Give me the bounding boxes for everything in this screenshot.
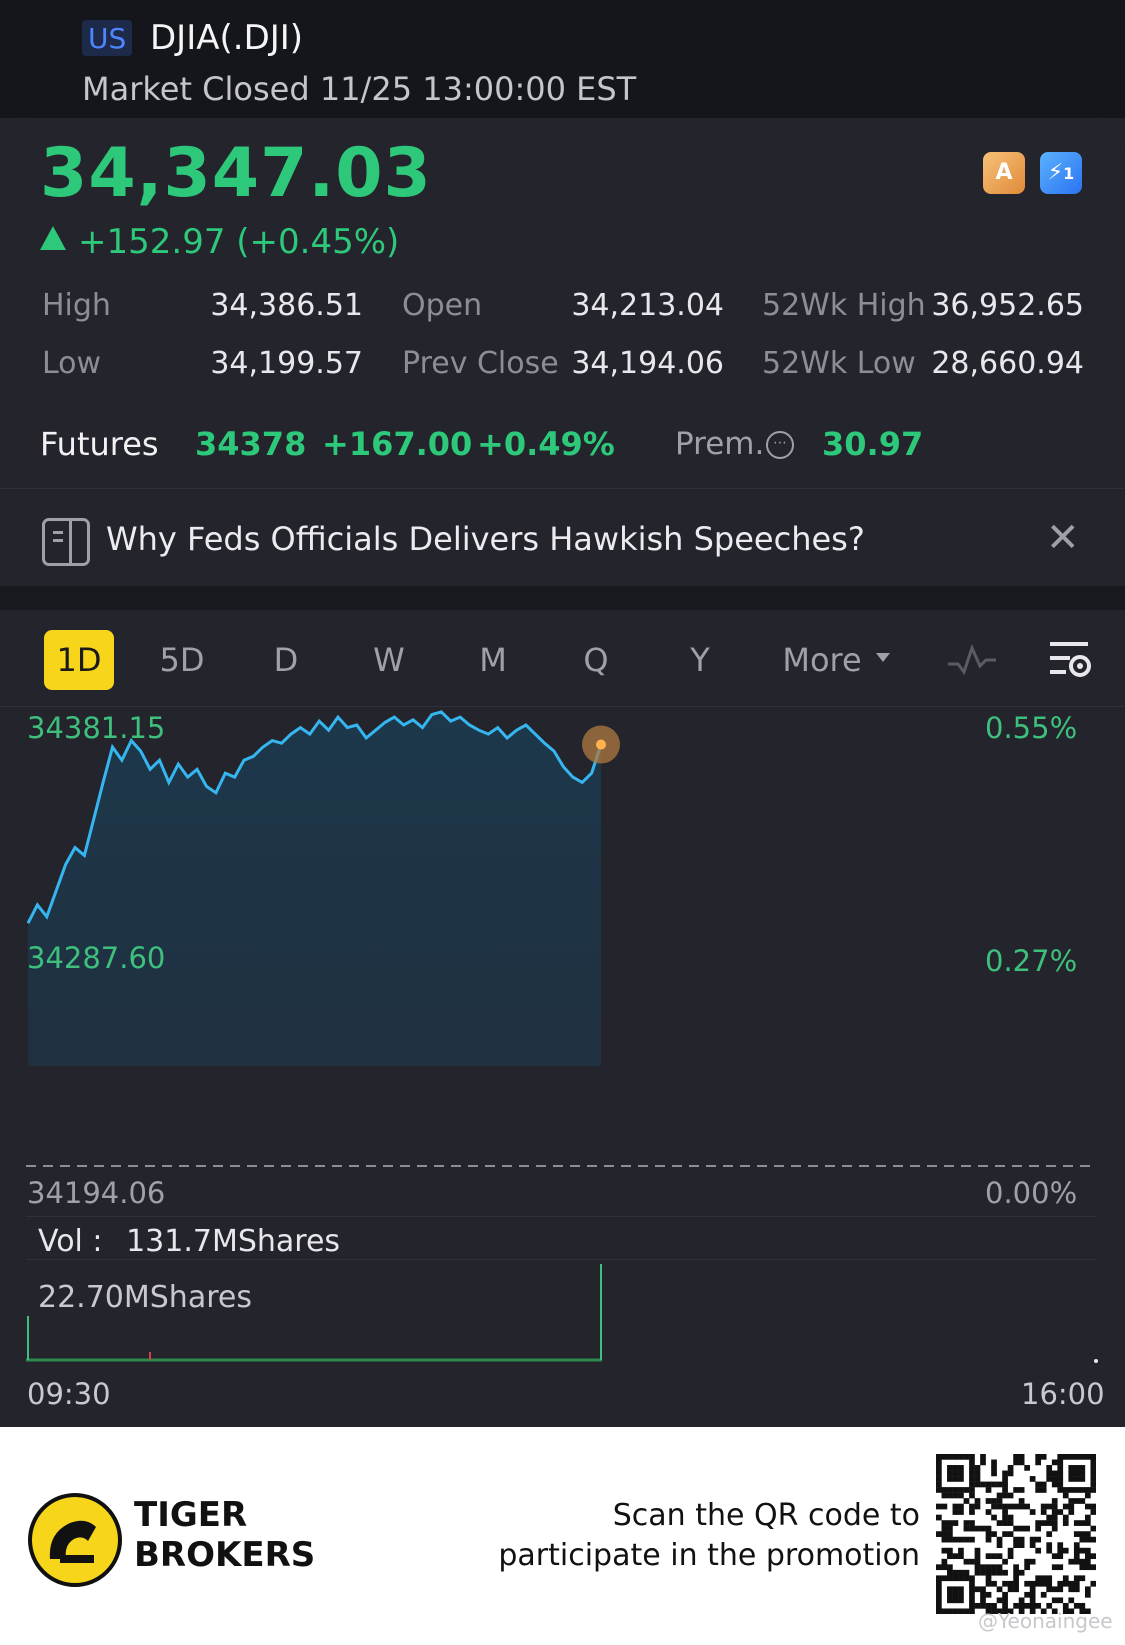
badge-a-text: A — [995, 160, 1013, 185]
badge-flash-text: 1 — [1063, 164, 1075, 183]
chart-settings-icon[interactable] — [1046, 638, 1094, 682]
futures-change: +167.00 — [322, 425, 473, 463]
last-price-marker — [596, 739, 606, 750]
divider — [0, 488, 1125, 489]
price-change: +152.97 (+0.45%) — [78, 222, 400, 262]
close-icon[interactable]: ✕ — [1046, 515, 1080, 561]
intraday-price-chart[interactable] — [0, 700, 1125, 1200]
market-status: Market Closed 11/25 13:00:00 EST — [82, 70, 637, 108]
volume-chart — [26, 1264, 1098, 1363]
volume-label: Vol : 131.7MShares — [38, 1222, 340, 1262]
stat-high-value: 34,386.51 — [210, 288, 363, 323]
tab-m[interactable]: M — [479, 641, 507, 679]
last-price: 34,347.03 — [40, 134, 432, 213]
stat-52wk-high-label: 52Wk High — [762, 288, 926, 323]
tab-5d[interactable]: 5D — [159, 641, 205, 679]
ellipsis-circle-icon[interactable]: ⋯ — [766, 431, 794, 459]
price-area-fill — [28, 711, 601, 1066]
tab-1d[interactable]: 1D — [44, 630, 114, 690]
tab-y[interactable]: Y — [690, 641, 710, 679]
price-line — [26, 710, 603, 924]
section-gap — [0, 586, 1125, 610]
tab-d[interactable]: D — [273, 641, 299, 679]
caret-down-icon — [876, 653, 890, 662]
brand-line-2: BROKERS — [134, 1535, 316, 1575]
tab-more[interactable]: More — [782, 641, 862, 679]
x-end-label: 16:00 — [1021, 1377, 1105, 1411]
stat-prev-close-label: Prev Close — [402, 346, 559, 381]
promo-line-2: participate in the promotion — [498, 1538, 920, 1573]
divider — [26, 1259, 1096, 1260]
futures-price: 34378 — [195, 425, 307, 463]
quote-card — [0, 118, 1125, 586]
divider — [0, 706, 1125, 707]
volume-label-text: Vol : — [38, 1224, 103, 1259]
brand-line-1: TIGER — [134, 1495, 248, 1535]
news-headline[interactable]: Why Feds Officials Delivers Hawkish Spee… — [106, 520, 865, 558]
header-bar — [0, 0, 1125, 118]
level2-badge-icon[interactable]: A — [983, 152, 1025, 194]
stat-high-label: High — [42, 288, 111, 323]
stat-prev-close-value: 34,194.06 — [571, 346, 724, 381]
stat-52wk-low-value: 28,660.94 — [931, 346, 1084, 381]
pct-mid-label: 0.27% — [985, 944, 1078, 978]
divider — [26, 1216, 1096, 1217]
futures-label: Futures — [40, 425, 159, 463]
stat-low-label: Low — [42, 346, 102, 381]
pct-top-label: 0.55% — [985, 711, 1078, 745]
stat-52wk-high-value: 36,952.65 — [931, 288, 1084, 323]
qr-code[interactable] — [936, 1454, 1096, 1614]
stat-52wk-low-label: 52Wk Low — [762, 346, 916, 381]
y-top-label: 34381.15 — [27, 711, 166, 745]
x-start-label: 09:30 — [27, 1377, 111, 1411]
brand-name: TIGER BROKERS — [134, 1495, 315, 1575]
stat-low-value: 34,199.57 — [210, 346, 363, 381]
promo-line-1: Scan the QR code to — [612, 1498, 920, 1533]
y-mid-label: 34287.60 — [27, 941, 166, 975]
indicator-icon[interactable] — [946, 642, 998, 678]
pct-base-label: 0.00% — [985, 1176, 1078, 1210]
watermark: @Yeonaingee — [978, 1609, 1113, 1633]
stat-open-value: 34,213.04 — [571, 288, 724, 323]
volume-total: 131.7MShares — [126, 1224, 341, 1259]
volume-max-label: 22.70MShares — [38, 1280, 252, 1315]
market-tag: US — [82, 20, 133, 56]
tab-q[interactable]: Q — [583, 641, 609, 679]
premium-label: Prem. — [675, 426, 765, 462]
promo-text: Scan the QR code to participate in the p… — [460, 1496, 920, 1576]
premium-value: 30.97 — [822, 425, 924, 463]
stat-open-label: Open — [402, 288, 483, 323]
news-icon — [42, 518, 90, 566]
tab-w[interactable]: W — [373, 641, 405, 679]
flash-badge-icon[interactable]: ⚡1 — [1040, 152, 1082, 194]
y-base-label: 34194.06 — [27, 1176, 166, 1210]
up-arrow-icon — [40, 226, 66, 250]
symbol-title: DJIA(.DJI) — [150, 18, 304, 58]
tiger-logo-icon — [28, 1493, 122, 1587]
futures-change-pct: +0.49% — [477, 425, 615, 463]
